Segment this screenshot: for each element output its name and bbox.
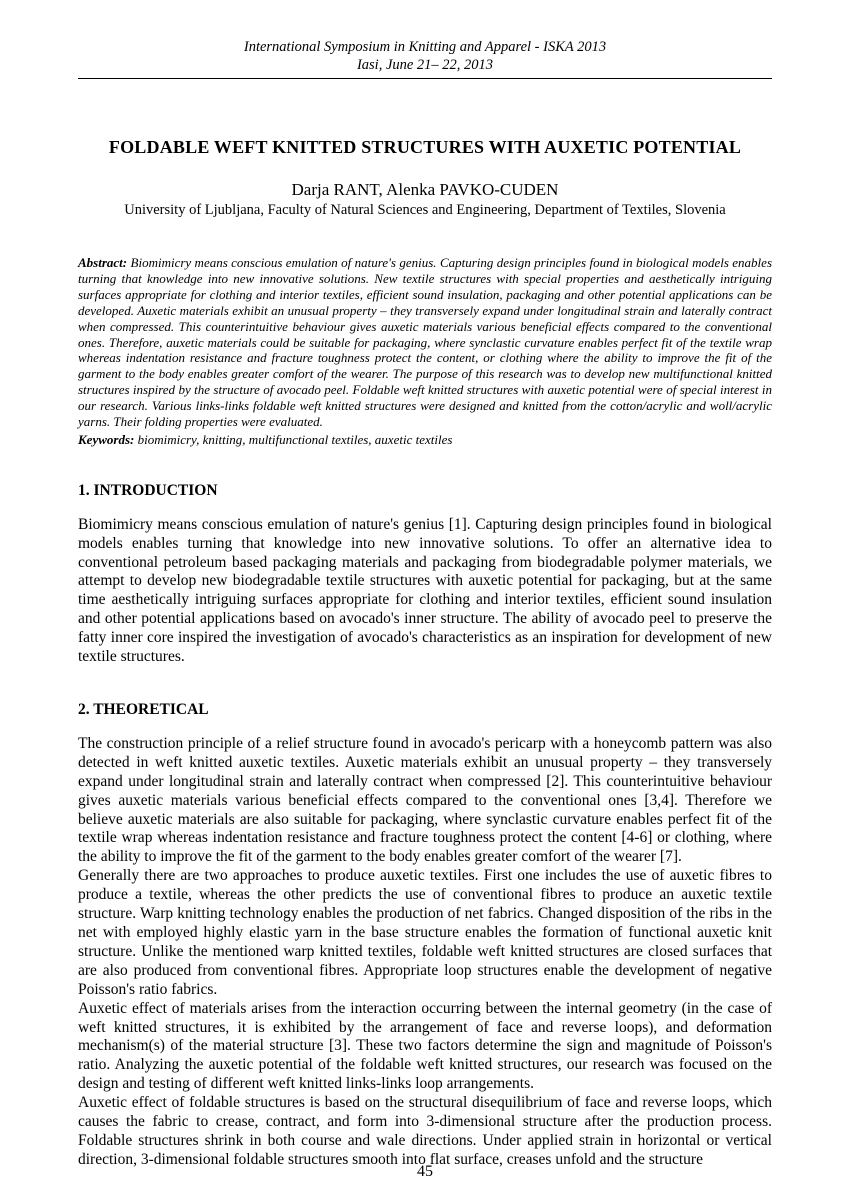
section-heading-introduction: 1. INTRODUCTION [78, 482, 772, 500]
keywords-text: biomimicry, knitting, multifunctional te… [138, 432, 453, 447]
affiliation: University of Ljubljana, Faculty of Natu… [78, 202, 772, 219]
page-header: International Symposium in Knitting and … [78, 38, 772, 74]
intro-paragraph-1: Biomimicry means conscious emulation of … [78, 516, 772, 667]
abstract-label: Abstract: [78, 255, 127, 270]
abstract-block: Abstract: Biomimicry means conscious emu… [78, 255, 772, 429]
keywords-block: Keywords: biomimicry, knitting, multifun… [78, 432, 772, 448]
page-number: 45 [0, 1163, 850, 1181]
header-line-1: International Symposium in Knitting and … [78, 38, 772, 56]
theoretical-paragraph-4: Auxetic effect of foldable structures is… [78, 1094, 772, 1170]
header-line-2: Iasi, June 21– 22, 2013 [78, 56, 772, 74]
theoretical-paragraph-2: Generally there are two approaches to pr… [78, 867, 772, 999]
section-heading-theoretical: 2. THEORETICAL [78, 701, 772, 719]
theoretical-paragraph-1: The construction principle of a relief s… [78, 735, 772, 867]
abstract-text: Biomimicry means conscious emulation of … [78, 255, 772, 429]
header-rule [78, 78, 772, 79]
paper-title: FOLDABLE WEFT KNITTED STRUCTURES WITH AU… [78, 137, 772, 158]
theoretical-paragraph-3: Auxetic effect of materials arises from … [78, 1000, 772, 1095]
authors: Darja RANT, Alenka PAVKO-CUDEN [78, 180, 772, 200]
keywords-label: Keywords: [78, 432, 134, 447]
